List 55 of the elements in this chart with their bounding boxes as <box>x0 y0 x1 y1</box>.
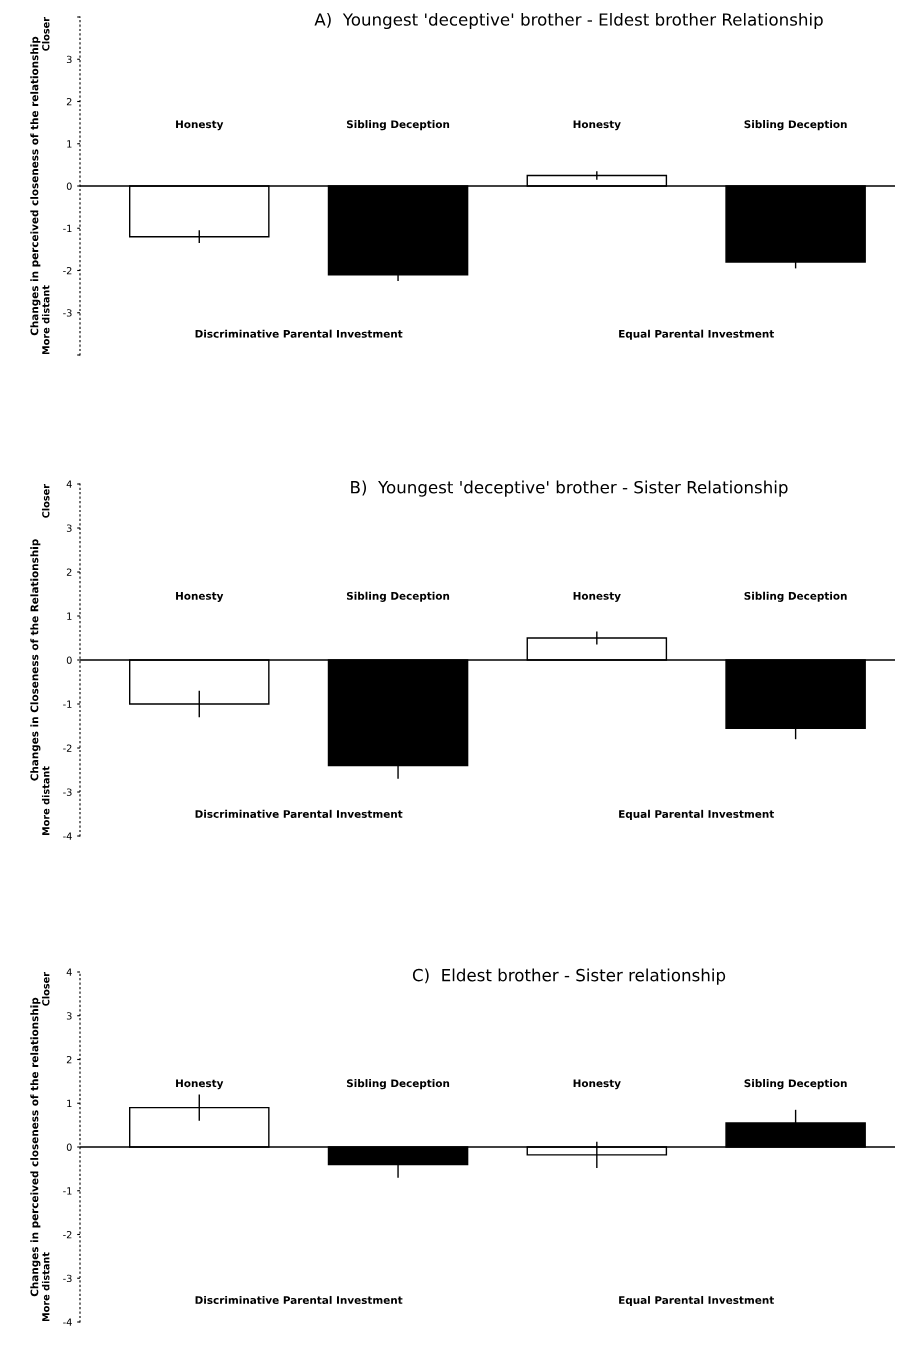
y-tick-label: 3 <box>66 524 72 532</box>
chart-title: A) Youngest 'deceptive' brother - Eldest brother Relationship <box>314 12 823 30</box>
y-tick-label: 1 <box>67 140 72 148</box>
x-tick-label: Honesty <box>573 120 621 131</box>
y-tick-label: -4 <box>63 1318 72 1326</box>
x-tick-label: Sibling Deception <box>744 1079 847 1090</box>
text: Closer <box>41 484 50 518</box>
y-tick-label: 3 <box>66 55 72 64</box>
x-tick-label: Sibling Deception <box>744 120 847 131</box>
y-tick-label: -1 <box>63 1187 72 1195</box>
x-tick-label: Honesty <box>176 120 224 131</box>
y-tick-label: 1 <box>67 612 72 620</box>
y-tick-label: 0 <box>66 1143 72 1151</box>
x-tick-label: Honesty <box>176 592 224 602</box>
y-tick-label: -1 <box>63 700 72 708</box>
y-tick-label: -3 <box>63 1274 72 1283</box>
y-tick-label: 4 <box>66 968 72 976</box>
annotation: Discriminative Parental Investment <box>195 809 403 818</box>
annotation: Discriminative Parental Investment <box>195 1295 403 1305</box>
y-tick-label: -1 <box>63 224 72 232</box>
text: More distant <box>41 285 50 355</box>
x-tick-label: Sibling Deception <box>346 1079 450 1090</box>
y-tick-label: 2 <box>66 1055 72 1064</box>
text: Closer <box>41 972 50 1006</box>
x-tick-label: Honesty <box>573 592 621 602</box>
x-tick-label: Sibling Deception <box>346 591 450 602</box>
y-axis-title: Changes in Closeness of the Relationship <box>30 539 41 781</box>
y-tick-label: -2 <box>63 744 72 752</box>
text: Closer <box>41 17 50 51</box>
y-tick-label: 2 <box>66 97 72 106</box>
y-axis-title: Changes in perceived closeness of the relationship <box>30 36 41 336</box>
x-tick-label: Honesty <box>573 1079 621 1090</box>
annotation: Equal Parental Investment <box>619 809 775 820</box>
y-tick-label: -3 <box>63 788 72 796</box>
y-tick-label: -3 <box>63 309 72 317</box>
x-tick-label: Sibling Deception <box>346 120 450 131</box>
text: More distant <box>41 1252 50 1322</box>
y-tick-label: 4 <box>66 480 72 488</box>
x-tick-label: Honesty <box>176 1079 224 1090</box>
y-tick-label: -2 <box>63 266 72 275</box>
text: More distant <box>41 766 50 836</box>
y-tick-label: 0 <box>66 656 72 664</box>
annotation: Discriminative Parental Investment <box>195 329 403 338</box>
annotation: Equal Parental Investment <box>619 1295 775 1307</box>
y-axis-title: Changes in perceived closeness of the relationship <box>30 997 41 1297</box>
x-tick-label: Sibling Deception <box>744 591 847 602</box>
chart-title: C) Eldest brother - Sister relationship <box>412 968 726 985</box>
chart-title: B) Youngest 'deceptive' brother - Sister Relationship <box>351 480 788 497</box>
y-tick-label: 0 <box>66 182 72 190</box>
y-tick-label: 2 <box>66 568 72 576</box>
y-tick-label: -4 <box>63 832 72 840</box>
y-tick-label: 1 <box>67 1099 72 1107</box>
y-tick-label: 3 <box>66 1012 72 1020</box>
y-tick-label: -2 <box>63 1230 72 1239</box>
annotation: Equal Parental Investment <box>619 329 775 340</box>
